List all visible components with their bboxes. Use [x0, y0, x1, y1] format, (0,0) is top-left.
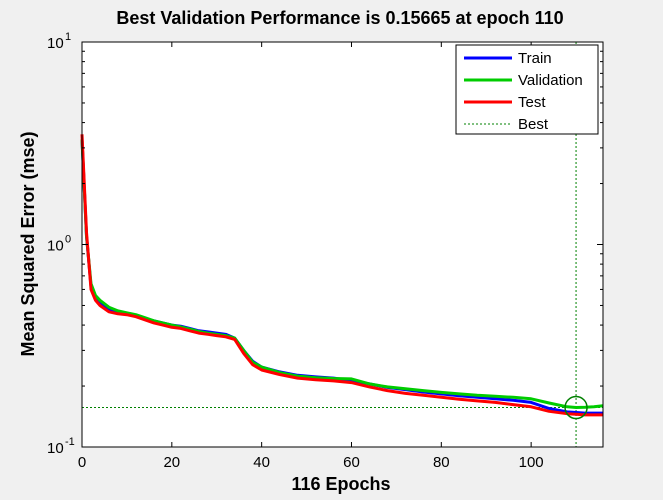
x-tick-label: 80: [433, 454, 450, 471]
x-tick-label: 40: [253, 454, 270, 471]
x-tick-label: 20: [163, 454, 180, 471]
best-point-circle: [564, 395, 588, 420]
legend-item-validation: Validation: [464, 72, 583, 89]
legend-box: [455, 44, 599, 135]
y-tick-exponent: 0: [65, 234, 71, 246]
y-tick-base: 10: [47, 238, 64, 255]
y-tick-label: 10 -1: [47, 436, 75, 457]
y-tick-base: 10: [47, 35, 64, 52]
legend-label: Best: [518, 116, 549, 133]
y-tick-label: 10 0: [47, 234, 71, 255]
series-line-test: [80, 134, 603, 417]
legend-item-train: Train: [464, 50, 552, 67]
legend-label: Train: [518, 50, 552, 67]
legend: Train Validation Test Best: [455, 44, 599, 135]
best-marker-lines: [82, 42, 603, 447]
y-tick-label: 10 1: [47, 31, 71, 52]
legend-label: Test: [518, 94, 546, 111]
y-tick-base: 10: [47, 440, 64, 457]
legend-item-best: Best: [464, 116, 549, 133]
x-tick-label: 60: [343, 454, 360, 471]
x-axis-label: 116 Epochs: [291, 474, 390, 494]
y-tick-exponent: -1: [65, 436, 75, 448]
series-line-validation: [80, 139, 604, 409]
x-tick-label: 100: [519, 454, 544, 471]
y-axis-label: Mean Squared Error (mse): [18, 131, 38, 356]
y-tick-exponent: 1: [65, 31, 71, 43]
series-layer: [80, 134, 604, 417]
best-point-layer: [564, 395, 588, 420]
x-axis-ticks: 0 20 40 60 80 100: [78, 42, 544, 471]
legend-item-test: Test: [464, 94, 546, 111]
legend-label: Validation: [518, 72, 583, 89]
x-tick-label: 0: [78, 454, 86, 471]
chart-title: Best Validation Performance is 0.15665 a…: [116, 8, 563, 28]
